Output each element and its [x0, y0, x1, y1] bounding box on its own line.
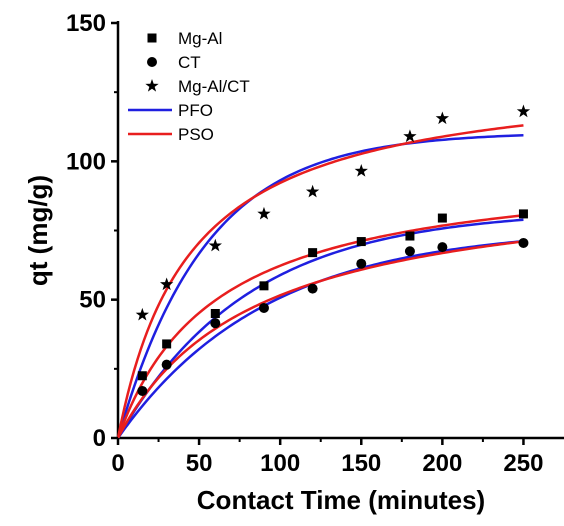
data-point-ct	[437, 242, 448, 253]
data-point-mg-al	[137, 371, 147, 381]
data-point-mg-al	[162, 339, 172, 349]
x-tick-label: 100	[260, 450, 300, 477]
pfo-fit-mg-al-ct	[116, 134, 524, 439]
data-point-ct	[258, 302, 269, 313]
data-point-mg-al-ct	[435, 111, 450, 125]
data-point-mg-al	[308, 248, 318, 258]
legend: Mg-Al CT Mg-Al/CT PFO PSO	[128, 29, 250, 144]
y-axis-title: qt (mg/g)	[23, 175, 53, 286]
y-tick-label: 100	[66, 148, 106, 175]
data-point-ct	[518, 237, 529, 248]
data-point-ct	[210, 318, 221, 329]
data-point-ct	[137, 385, 148, 396]
data-point-mg-al	[437, 213, 447, 223]
legend-label: Mg-Al/CT	[178, 77, 250, 96]
data-point-mg-al-ct	[208, 238, 222, 252]
data-point-mg-al-ct	[257, 206, 271, 220]
legend-marker-mg-al-ct	[145, 79, 159, 92]
axis-ticks: 0 50 100 150 200 250 0 50 100 150	[66, 10, 544, 477]
fit-curves	[116, 124, 524, 439]
y-tick-label: 0	[93, 425, 106, 452]
x-tick-label: 0	[111, 450, 124, 477]
data-points	[135, 104, 531, 396]
data-point-mg-al	[518, 209, 528, 219]
pso-fit-ct	[116, 240, 524, 439]
pfo-fit-mg-al	[116, 218, 524, 439]
data-point-ct	[404, 246, 415, 257]
data-point-mg-al-ct	[403, 129, 417, 143]
x-tick-label: 200	[422, 450, 462, 477]
data-point-mg-al-ct	[135, 307, 149, 321]
data-point-mg-al	[210, 309, 220, 318]
data-point-mg-al-ct	[160, 277, 174, 291]
legend-marker-mg-al	[147, 33, 157, 43]
data-point-ct	[356, 258, 367, 269]
legend-label: PFO	[178, 101, 213, 120]
data-point-ct	[307, 283, 318, 294]
y-tick-label: 150	[66, 10, 106, 37]
data-point-mg-al-ct	[354, 164, 368, 177]
data-point-mg-al-ct	[305, 184, 320, 198]
x-tick-label: 50	[186, 450, 213, 477]
x-tick-label: 150	[341, 450, 381, 477]
legend-label: Mg-Al	[178, 29, 222, 48]
y-tick-label: 50	[79, 287, 106, 314]
x-axis-title: Contact Time (minutes)	[197, 485, 485, 515]
legend-label: CT	[178, 53, 201, 72]
pso-fit-mg-al-ct	[116, 124, 524, 439]
legend-label: PSO	[178, 125, 214, 144]
pso-fit-mg-al	[116, 214, 524, 439]
data-point-ct	[161, 359, 172, 370]
data-point-mg-al-ct	[516, 104, 531, 118]
x-tick-label: 250	[503, 450, 543, 477]
data-point-mg-al	[259, 281, 269, 291]
data-point-mg-al	[356, 237, 366, 247]
data-point-mg-al	[405, 231, 415, 241]
legend-marker-ct	[147, 57, 157, 67]
